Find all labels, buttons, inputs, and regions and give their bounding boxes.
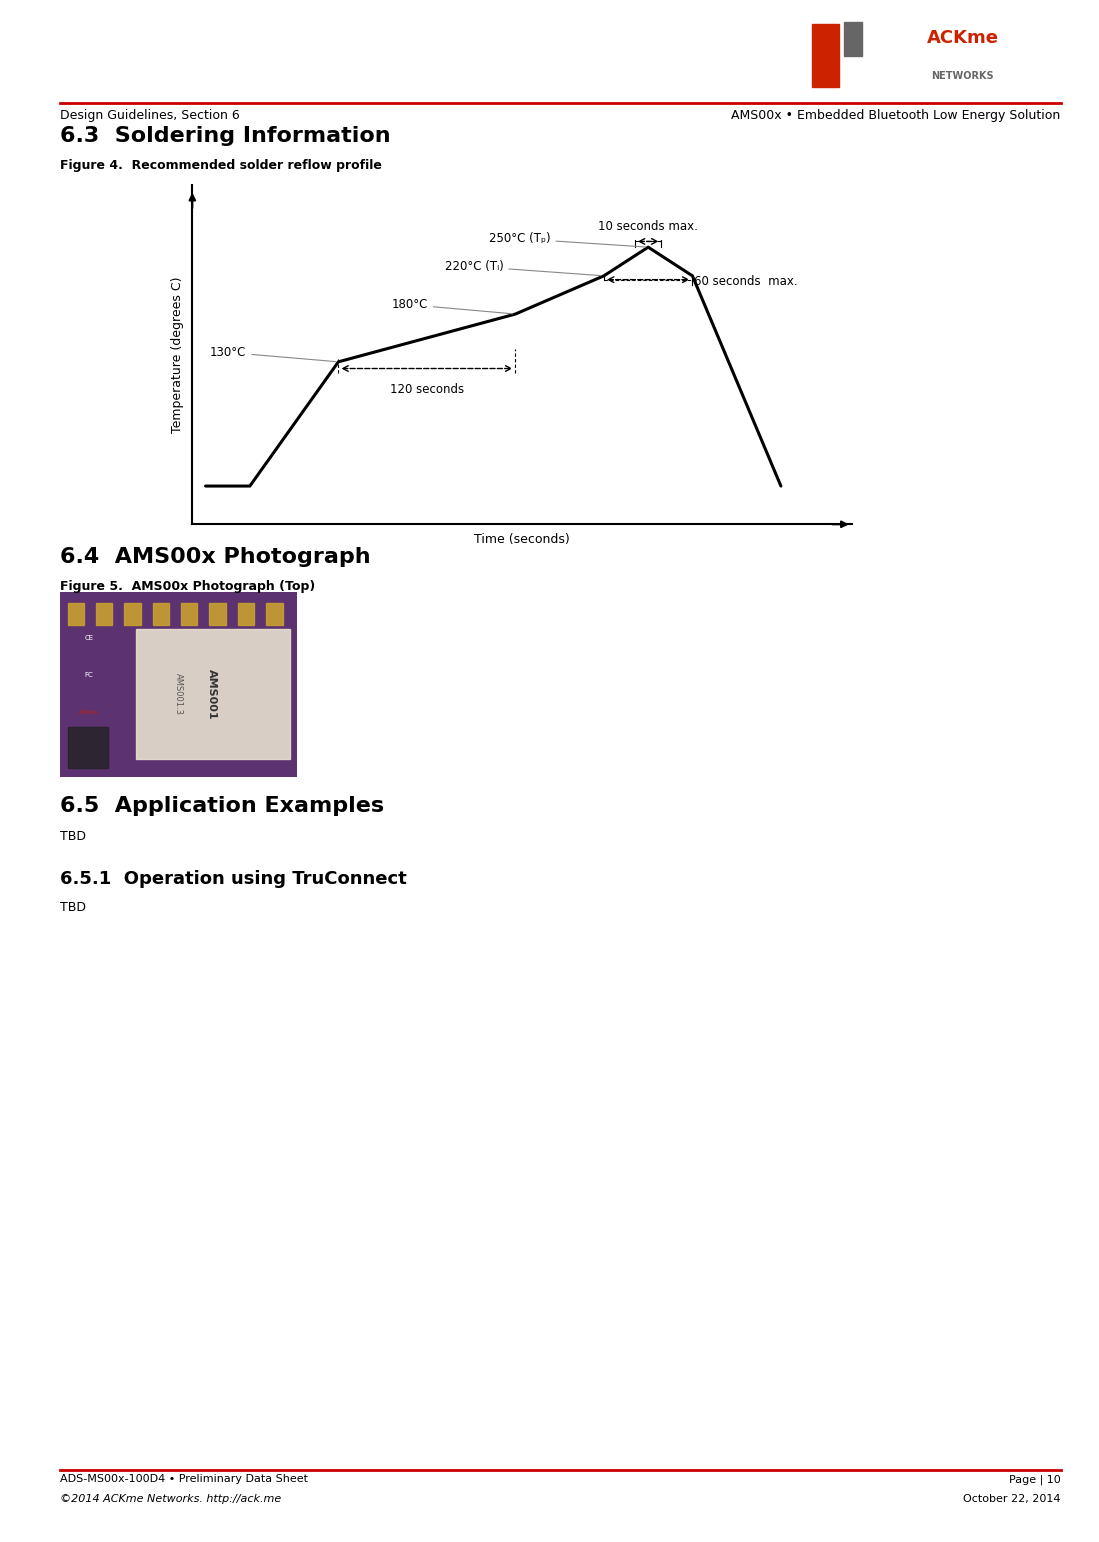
Text: CE: CE xyxy=(85,635,93,641)
Text: NETWORKS: NETWORKS xyxy=(932,71,993,80)
Bar xyxy=(237,603,254,626)
Bar xyxy=(96,603,112,626)
Text: Design Guidelines, Section 6: Design Guidelines, Section 6 xyxy=(60,109,241,122)
Text: 180°C: 180°C xyxy=(391,298,512,315)
Text: 120 seconds: 120 seconds xyxy=(390,382,464,396)
Bar xyxy=(153,603,169,626)
Text: 10 seconds max.: 10 seconds max. xyxy=(598,221,698,233)
Bar xyxy=(266,603,282,626)
Text: 6.5.1  Operation using TruConnect: 6.5.1 Operation using TruConnect xyxy=(60,870,408,888)
Y-axis label: Temperature (degrees C): Temperature (degrees C) xyxy=(171,276,184,433)
Text: TBD: TBD xyxy=(60,830,87,842)
Bar xyxy=(67,728,108,768)
Text: 6.5  Application Examples: 6.5 Application Examples xyxy=(60,796,385,816)
Text: October 22, 2014: October 22, 2014 xyxy=(963,1494,1061,1503)
Text: 130°C: 130°C xyxy=(210,345,335,361)
Text: ADS-MS00x-100D4 • Preliminary Data Sheet: ADS-MS00x-100D4 • Preliminary Data Sheet xyxy=(60,1474,309,1483)
Text: Page | 10: Page | 10 xyxy=(1009,1474,1061,1485)
Text: ACKme: ACKme xyxy=(926,29,999,46)
Bar xyxy=(67,603,85,626)
Text: AMS001.3: AMS001.3 xyxy=(174,672,184,715)
Bar xyxy=(844,22,863,56)
Bar xyxy=(136,629,290,759)
Text: 250°C (Tₚ): 250°C (Tₚ) xyxy=(489,233,645,247)
Text: 60 seconds  max.: 60 seconds max. xyxy=(695,274,798,288)
Text: Figure 5.  AMS00x Photograph (Top): Figure 5. AMS00x Photograph (Top) xyxy=(60,580,315,592)
Text: 6.4  AMS00x Photograph: 6.4 AMS00x Photograph xyxy=(60,547,371,567)
Bar xyxy=(181,603,198,626)
Bar xyxy=(124,603,141,626)
X-axis label: Time (seconds): Time (seconds) xyxy=(474,532,570,546)
Text: Figure 4.  Recommended solder reflow profile: Figure 4. Recommended solder reflow prof… xyxy=(60,159,382,171)
Bar xyxy=(812,25,839,86)
Text: FC: FC xyxy=(85,672,93,678)
Text: ©2014 ACKme Networks. http://ack.me: ©2014 ACKme Networks. http://ack.me xyxy=(60,1494,281,1503)
Text: 220°C (Tₗ): 220°C (Tₗ) xyxy=(445,261,601,276)
Text: AMS001: AMS001 xyxy=(207,669,217,719)
Text: 6.3  Soldering Information: 6.3 Soldering Information xyxy=(60,126,391,146)
Text: AMS00x • Embedded Bluetooth Low Energy Solution: AMS00x • Embedded Bluetooth Low Energy S… xyxy=(731,109,1061,122)
Text: ACKme: ACKme xyxy=(79,709,99,715)
Text: TBD: TBD xyxy=(60,901,87,913)
Bar xyxy=(209,603,226,626)
